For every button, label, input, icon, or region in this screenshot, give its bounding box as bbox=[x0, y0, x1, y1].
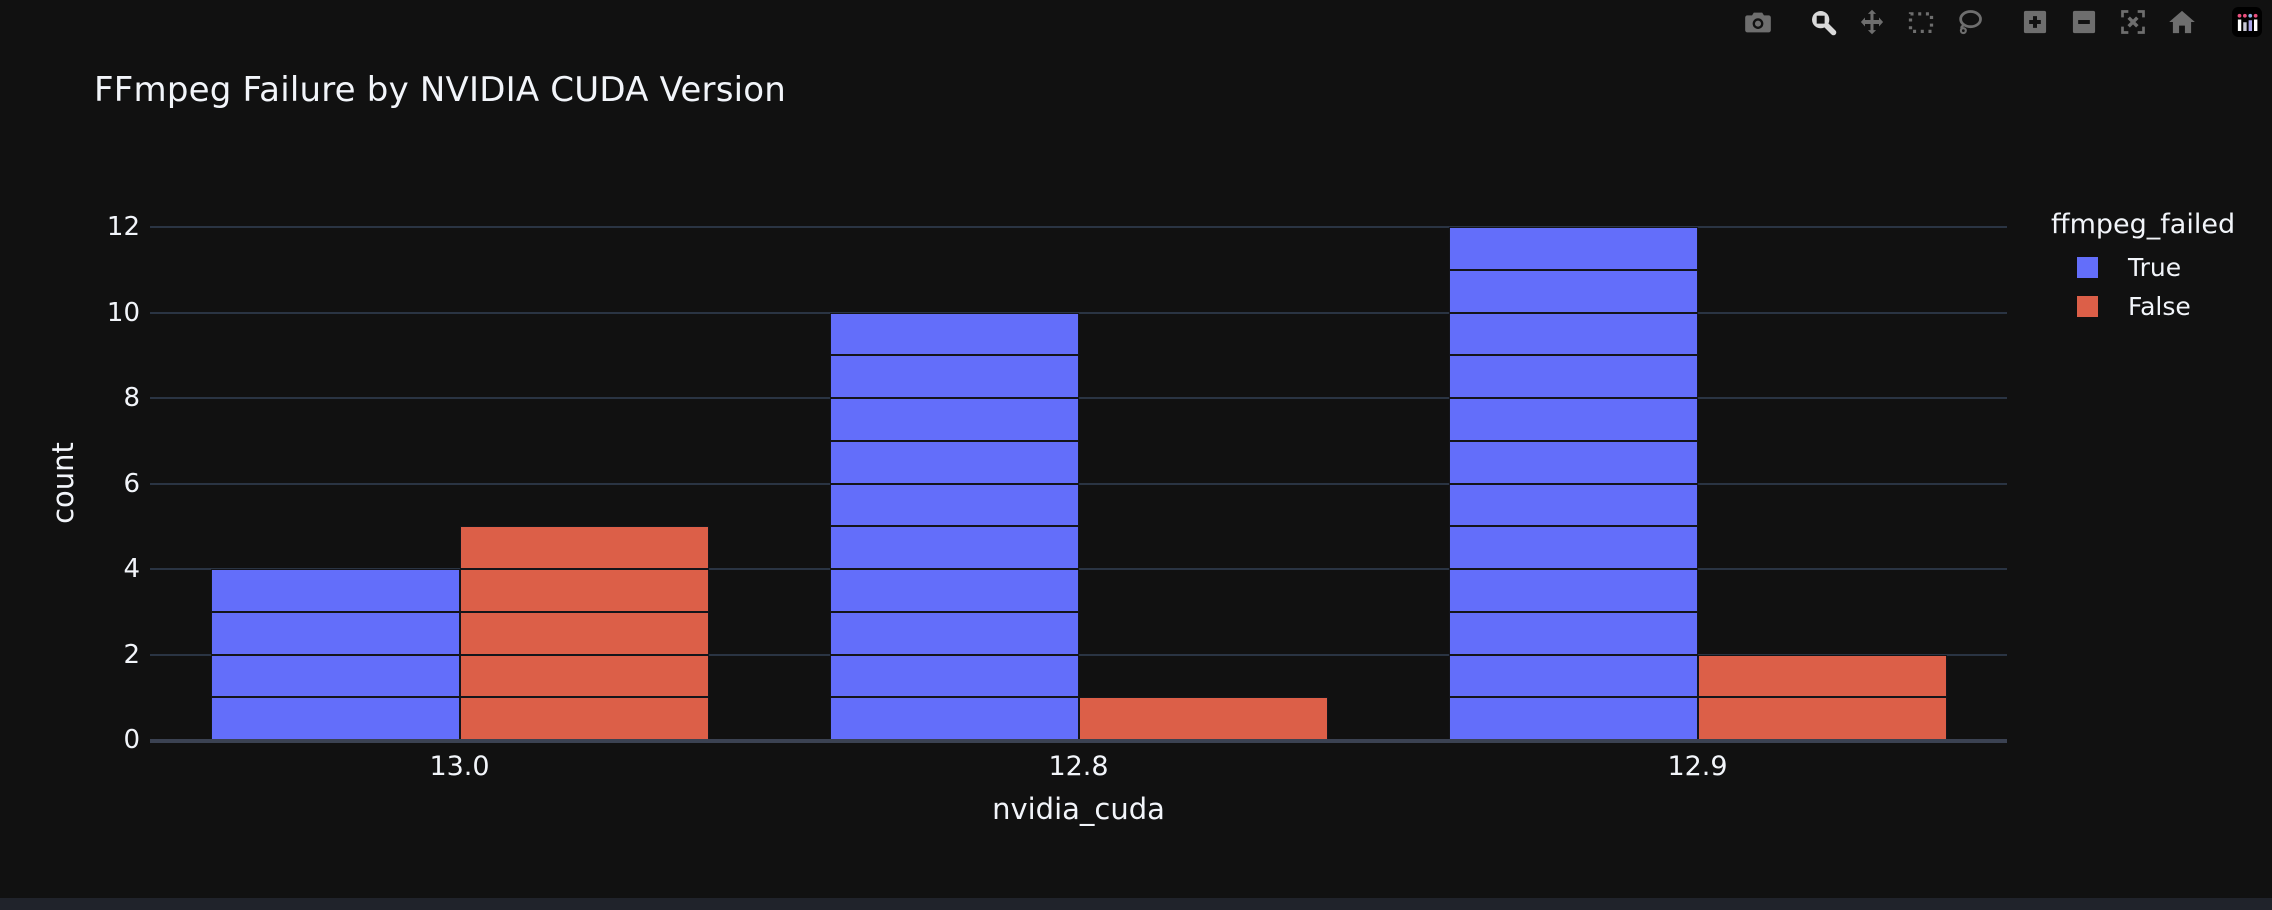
zoom-out-icon[interactable] bbox=[2069, 7, 2099, 37]
camera-icon[interactable] bbox=[1743, 7, 1773, 37]
bar-true-13.0-segment[interactable] bbox=[210, 697, 460, 740]
bar-true-12.9-segment[interactable] bbox=[1448, 355, 1698, 398]
bar-false-13.0-segment[interactable] bbox=[459, 611, 709, 655]
bar-true-13.0-segment[interactable] bbox=[210, 654, 460, 698]
x-tick-label: 12.9 bbox=[1667, 751, 1728, 782]
y-gridline bbox=[150, 482, 2007, 485]
legend-item-label: True bbox=[2128, 253, 2182, 282]
y-tick-label: 6 bbox=[123, 468, 140, 499]
bar-true-12.9-segment[interactable] bbox=[1448, 483, 1698, 527]
legend-title: ffmpeg_failed bbox=[2051, 209, 2236, 240]
bar-true-12.8-segment[interactable] bbox=[829, 312, 1079, 356]
bar-false-13.0-segment[interactable] bbox=[459, 654, 709, 698]
bar-true-12.8-segment[interactable] bbox=[829, 398, 1079, 441]
zoom-in-icon[interactable] bbox=[2020, 7, 2050, 37]
chart-title: FFmpeg Failure by NVIDIA CUDA Version bbox=[94, 70, 786, 110]
bar-true-12.9-segment[interactable] bbox=[1448, 227, 1698, 270]
y-tick-label: 2 bbox=[123, 639, 140, 670]
bar-true-12.9-segment[interactable] bbox=[1448, 611, 1698, 655]
window-bottom-edge bbox=[0, 898, 2272, 910]
bar-true-12.8-segment[interactable] bbox=[829, 440, 1079, 484]
y-gridline bbox=[150, 653, 2007, 656]
y-gridline bbox=[150, 311, 2007, 314]
bar-true-12.9-segment[interactable] bbox=[1448, 654, 1698, 698]
bar-true-13.0-segment[interactable] bbox=[210, 569, 460, 612]
bar-true-12.8-segment[interactable] bbox=[829, 569, 1079, 612]
bar-true-12.8-segment[interactable] bbox=[829, 526, 1079, 569]
plotly-logo-icon[interactable] bbox=[2232, 7, 2262, 37]
bar-false-12.9-segment[interactable] bbox=[1697, 654, 1947, 698]
y-tick-label: 10 bbox=[106, 297, 140, 328]
legend-item-true[interactable]: True bbox=[2051, 254, 2235, 281]
bar-true-12.8-segment[interactable] bbox=[829, 611, 1079, 655]
legend-item-false[interactable]: False bbox=[2051, 293, 2235, 320]
legend-swatch-true bbox=[2077, 257, 2098, 278]
y-tick-label: 0 bbox=[123, 725, 140, 755]
y-tick-label: 4 bbox=[123, 554, 140, 584]
legend-item-label: False bbox=[2128, 292, 2191, 321]
y-gridline bbox=[150, 397, 2007, 399]
legend-items: True False bbox=[2051, 254, 2235, 320]
x-axis-title: nvidia_cuda bbox=[992, 792, 1165, 826]
bar-true-12.9-segment[interactable] bbox=[1448, 697, 1698, 740]
legend-swatch-false bbox=[2077, 296, 2098, 317]
bar-true-12.9-segment[interactable] bbox=[1448, 269, 1698, 313]
x-tick-label: 12.8 bbox=[1048, 751, 1109, 782]
bar-true-12.9-segment[interactable] bbox=[1448, 569, 1698, 612]
bar-true-12.9-segment[interactable] bbox=[1448, 526, 1698, 569]
y-tick-label: 12 bbox=[106, 212, 140, 242]
bar-true-12.8-segment[interactable] bbox=[829, 697, 1079, 740]
bar-false-12.8-segment[interactable] bbox=[1078, 697, 1328, 740]
y-tick-label: 8 bbox=[123, 383, 140, 413]
pan-icon[interactable] bbox=[1857, 7, 1887, 37]
legend: ffmpeg_failed True False bbox=[2051, 208, 2235, 320]
bar-true-12.8-segment[interactable] bbox=[829, 355, 1079, 398]
x-tick-label: 13.0 bbox=[429, 751, 490, 782]
autoscale-icon[interactable] bbox=[2118, 7, 2148, 37]
zoom-icon[interactable] bbox=[1808, 7, 1838, 37]
lasso-select-icon[interactable] bbox=[1955, 7, 1985, 37]
bar-true-12.8-segment[interactable] bbox=[829, 654, 1079, 698]
bar-false-13.0-segment[interactable] bbox=[459, 526, 709, 569]
bar-true-12.9-segment[interactable] bbox=[1448, 398, 1698, 441]
y-gridline bbox=[150, 226, 2007, 228]
bar-true-13.0-segment[interactable] bbox=[210, 611, 460, 655]
x-axis-zeroline bbox=[150, 739, 2007, 743]
bar-false-12.9-segment[interactable] bbox=[1697, 697, 1947, 740]
bar-true-12.8-segment[interactable] bbox=[829, 483, 1079, 527]
box-select-icon[interactable] bbox=[1906, 7, 1936, 37]
bar-false-13.0-segment[interactable] bbox=[459, 569, 709, 612]
bar-false-13.0-segment[interactable] bbox=[459, 697, 709, 740]
bar-true-12.9-segment[interactable] bbox=[1448, 312, 1698, 356]
y-gridline bbox=[150, 568, 2007, 570]
bar-true-12.9-segment[interactable] bbox=[1448, 440, 1698, 484]
plotly-modebar bbox=[1743, 4, 2262, 40]
reset-axes-home-icon[interactable] bbox=[2167, 7, 2197, 37]
